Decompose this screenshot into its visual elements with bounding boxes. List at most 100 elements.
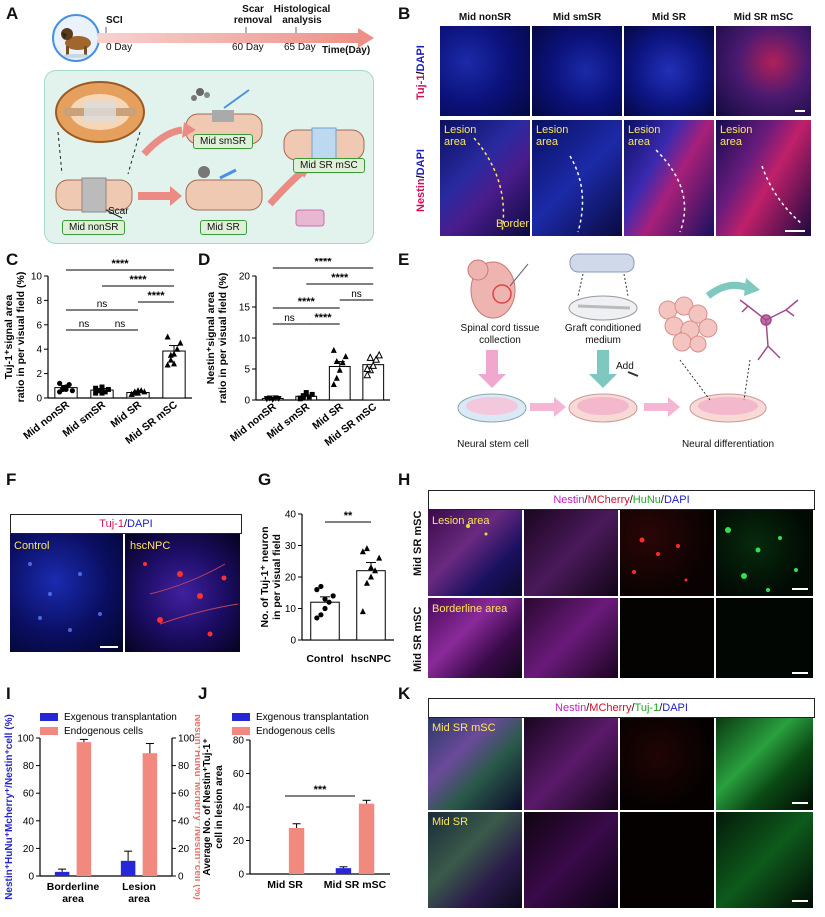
data-point xyxy=(369,361,378,369)
micrograph-h-r2-nestin xyxy=(524,598,618,678)
micrograph-k-r1-tuj1 xyxy=(716,718,813,810)
data-point xyxy=(336,366,343,373)
lesion-label-3: Lesion area xyxy=(628,124,661,148)
significance-label: ns xyxy=(284,313,295,324)
panel-label-g: G xyxy=(258,470,272,489)
data-point xyxy=(318,612,324,618)
panel-label-c: C xyxy=(6,250,19,269)
label-neural-differentiation: Neural differentiation xyxy=(681,439,775,450)
k-tag-midsr: Mid SR xyxy=(432,816,469,828)
bar xyxy=(335,868,352,874)
col-header-midsmsr: Mid smSR xyxy=(552,12,602,23)
micrograph-k-r1-mcherry xyxy=(620,718,714,810)
timeline-event-histology: Histological analysis xyxy=(273,4,331,26)
data-point xyxy=(314,587,320,593)
significance-label: ns xyxy=(79,319,90,330)
bar xyxy=(54,871,70,876)
y-tick-label-right: 80 xyxy=(178,761,190,772)
data-point xyxy=(164,361,171,368)
y-tick-label: 0 xyxy=(36,394,42,405)
group-label-midsmsr: Mid smSR xyxy=(193,134,254,149)
group-label-midnonsr: Mid nonSR xyxy=(62,220,126,235)
y-tick-label: 20 xyxy=(233,836,245,847)
data-point xyxy=(174,345,181,352)
y-tick-label: 0 xyxy=(28,872,34,883)
h-dots-overlay xyxy=(466,524,798,592)
micrograph-k-r2-merge xyxy=(428,812,522,908)
significance-label: **** xyxy=(298,296,316,308)
data-point xyxy=(93,390,99,396)
chart-c: 0 2 4 6 8 10 Tuj-1⁺signal area ratio in per vis… xyxy=(3,258,192,447)
legend-label: Endogenous cells xyxy=(64,726,143,737)
significance-label: ns xyxy=(97,299,108,310)
y-tick-label: 0 xyxy=(244,396,250,407)
data-point xyxy=(66,381,72,388)
y-tick-label: 60 xyxy=(23,789,35,800)
y-tick-label: 6 xyxy=(36,320,42,331)
legend-swatch xyxy=(40,727,58,735)
neural-diff-diagram xyxy=(457,253,799,423)
y-tick-label: 20 xyxy=(285,573,297,584)
panel-label-j: J xyxy=(198,684,208,703)
scale-bar-b1 xyxy=(795,110,805,112)
timeline-time-60: 60 Day xyxy=(232,42,264,53)
scale-bar-k1 xyxy=(792,802,808,804)
panel-label-d: D xyxy=(198,250,211,269)
f-label-hscnpc: hscNPC xyxy=(130,540,171,552)
data-point xyxy=(300,393,306,399)
k-title-box: Nestin/MCherry/Tuj-1/DAPI xyxy=(428,698,815,718)
y-axis-label-right: Nestin⁺HuNu⁻Mcherry⁻/Nestin⁺cell (%) xyxy=(192,714,200,900)
micrograph-b-nestin-midsr xyxy=(624,120,714,236)
y-tick-label: 5 xyxy=(244,365,250,376)
lesion-label-2: Lesion area xyxy=(536,124,569,148)
significance-label: **** xyxy=(129,274,147,286)
micrograph-f-hscnpc xyxy=(125,534,240,652)
y-axis-label: in per visual field xyxy=(271,534,283,620)
micrograph-f-control xyxy=(10,534,123,652)
micrograph-h-r1-hunu xyxy=(716,510,813,596)
label-add: Add xyxy=(616,361,634,372)
y-tick-label: 15 xyxy=(239,303,251,314)
f-label-control: Control xyxy=(14,540,50,552)
micrograph-h-r2-mcherry xyxy=(620,598,714,678)
h-tag-lesion: Lesion area xyxy=(432,515,490,527)
micrograph-h-r2-hunu xyxy=(716,598,813,678)
legend-swatch xyxy=(40,713,58,721)
data-point xyxy=(266,395,273,402)
data-point xyxy=(363,579,370,586)
y-tick-label: 10 xyxy=(31,272,43,283)
significance-label: **** xyxy=(314,312,332,324)
y-tick-label: 4 xyxy=(36,345,42,356)
significance-label: **** xyxy=(331,272,349,284)
timeline-event-sci: SCI xyxy=(106,15,123,26)
y-tick-label-right: 60 xyxy=(178,789,190,800)
significance-label: *** xyxy=(314,784,328,796)
dog-avatar xyxy=(52,14,100,62)
scale-bar-b2 xyxy=(785,230,805,232)
data-point xyxy=(102,389,108,395)
panel-label-b: B xyxy=(398,4,411,23)
significance-label: **** xyxy=(111,258,129,270)
y-axis-label: Tuj-1⁺signal area xyxy=(3,294,15,379)
micrograph-b-tuj-midnonsr xyxy=(440,26,530,116)
data-point xyxy=(135,387,141,394)
h-row-label-1: Mid SR mSC xyxy=(412,510,424,576)
x-tick-label: Lesion xyxy=(122,881,156,893)
micrograph-k-r2-mcherry xyxy=(620,812,714,908)
y-tick-label-right: 0 xyxy=(178,872,184,883)
scale-bar-h2 xyxy=(792,672,808,674)
dog-icon xyxy=(61,28,91,58)
y-tick-label: 10 xyxy=(239,334,251,345)
x-tick-label: area xyxy=(62,893,84,905)
data-point xyxy=(366,353,375,361)
significance-label: **** xyxy=(314,258,332,268)
y-tick-label: 10 xyxy=(285,604,297,615)
y-tick-label: 0 xyxy=(290,636,296,647)
x-tick-label: area xyxy=(128,893,150,905)
y-tick-label-right: 20 xyxy=(178,844,190,855)
data-point xyxy=(171,360,177,367)
data-point xyxy=(275,395,282,402)
timeline-axis-label: Time(Day) xyxy=(322,45,371,56)
bar xyxy=(162,350,186,399)
